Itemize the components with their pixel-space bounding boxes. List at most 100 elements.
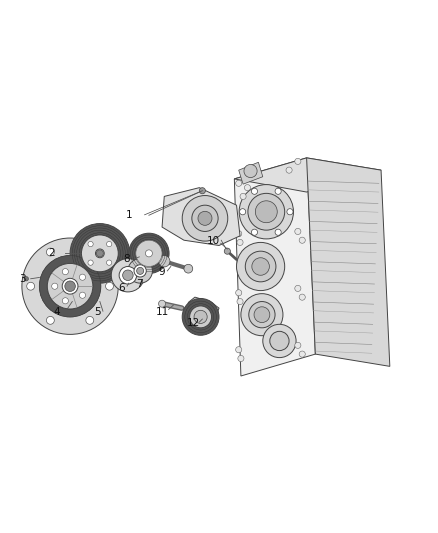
Circle shape xyxy=(88,260,93,265)
Circle shape xyxy=(287,209,293,215)
Circle shape xyxy=(199,188,205,194)
Text: 2: 2 xyxy=(48,248,55,259)
Circle shape xyxy=(47,263,93,309)
Circle shape xyxy=(244,184,251,191)
Circle shape xyxy=(190,306,212,328)
Circle shape xyxy=(123,270,133,280)
Circle shape xyxy=(137,268,144,274)
Circle shape xyxy=(238,356,244,361)
Circle shape xyxy=(96,250,103,257)
Circle shape xyxy=(255,201,277,223)
Circle shape xyxy=(159,255,170,267)
Text: 10: 10 xyxy=(207,236,220,246)
Circle shape xyxy=(142,246,156,260)
Circle shape xyxy=(111,259,145,292)
Circle shape xyxy=(159,300,166,307)
Circle shape xyxy=(241,294,283,336)
Circle shape xyxy=(192,205,218,231)
Text: 11: 11 xyxy=(156,307,170,317)
Circle shape xyxy=(236,231,242,237)
Circle shape xyxy=(128,259,152,283)
Circle shape xyxy=(295,342,301,349)
Circle shape xyxy=(106,282,113,290)
Polygon shape xyxy=(186,297,219,324)
Polygon shape xyxy=(234,158,381,192)
Text: 6: 6 xyxy=(118,282,125,293)
Circle shape xyxy=(236,346,242,353)
Circle shape xyxy=(86,248,94,256)
Circle shape xyxy=(237,239,243,246)
Circle shape xyxy=(182,196,228,241)
Circle shape xyxy=(224,248,230,254)
Circle shape xyxy=(248,193,285,230)
Polygon shape xyxy=(307,158,390,366)
Circle shape xyxy=(240,209,246,215)
Text: 7: 7 xyxy=(136,279,143,289)
Circle shape xyxy=(275,229,281,235)
Circle shape xyxy=(81,235,118,272)
Circle shape xyxy=(184,264,193,273)
Text: 4: 4 xyxy=(53,308,60,318)
Circle shape xyxy=(129,233,169,273)
Circle shape xyxy=(39,255,101,317)
Circle shape xyxy=(46,248,54,256)
Circle shape xyxy=(254,307,270,322)
Circle shape xyxy=(136,240,162,266)
Circle shape xyxy=(86,317,94,324)
Text: 3: 3 xyxy=(19,274,26,284)
Circle shape xyxy=(239,184,293,239)
Circle shape xyxy=(46,317,54,324)
Circle shape xyxy=(237,243,285,290)
Circle shape xyxy=(79,292,85,298)
Circle shape xyxy=(236,290,242,296)
Circle shape xyxy=(295,158,301,165)
Circle shape xyxy=(62,269,68,274)
Circle shape xyxy=(134,265,146,277)
Circle shape xyxy=(240,193,246,199)
Circle shape xyxy=(79,274,85,280)
Circle shape xyxy=(119,266,137,284)
Circle shape xyxy=(236,180,242,187)
Polygon shape xyxy=(234,158,315,376)
Circle shape xyxy=(106,260,112,265)
Circle shape xyxy=(137,241,161,265)
Circle shape xyxy=(65,281,75,292)
Circle shape xyxy=(299,294,305,300)
Text: 1: 1 xyxy=(126,210,133,220)
Circle shape xyxy=(39,255,101,317)
Circle shape xyxy=(252,258,269,275)
Circle shape xyxy=(106,241,112,247)
Circle shape xyxy=(95,249,104,258)
Circle shape xyxy=(251,229,258,235)
Text: 12: 12 xyxy=(187,318,200,328)
Circle shape xyxy=(27,282,35,290)
Circle shape xyxy=(182,298,219,335)
Circle shape xyxy=(62,278,78,294)
Circle shape xyxy=(52,283,58,289)
Text: 5: 5 xyxy=(94,308,101,318)
Circle shape xyxy=(81,235,118,272)
Circle shape xyxy=(263,324,296,358)
Text: 9: 9 xyxy=(159,267,166,277)
Circle shape xyxy=(295,285,301,292)
Polygon shape xyxy=(162,188,240,246)
Circle shape xyxy=(275,188,281,195)
Circle shape xyxy=(70,223,130,283)
Circle shape xyxy=(249,302,275,328)
Circle shape xyxy=(198,211,212,225)
Circle shape xyxy=(62,298,68,304)
Circle shape xyxy=(286,167,292,173)
Circle shape xyxy=(270,332,289,351)
Circle shape xyxy=(299,237,305,243)
Polygon shape xyxy=(239,162,263,184)
Circle shape xyxy=(245,251,276,282)
Circle shape xyxy=(244,165,257,177)
Circle shape xyxy=(194,310,207,324)
Circle shape xyxy=(251,188,258,195)
Circle shape xyxy=(145,250,152,257)
Circle shape xyxy=(295,229,301,235)
Circle shape xyxy=(237,298,243,304)
Circle shape xyxy=(22,238,118,334)
Circle shape xyxy=(47,263,93,309)
Text: 8: 8 xyxy=(123,254,130,264)
